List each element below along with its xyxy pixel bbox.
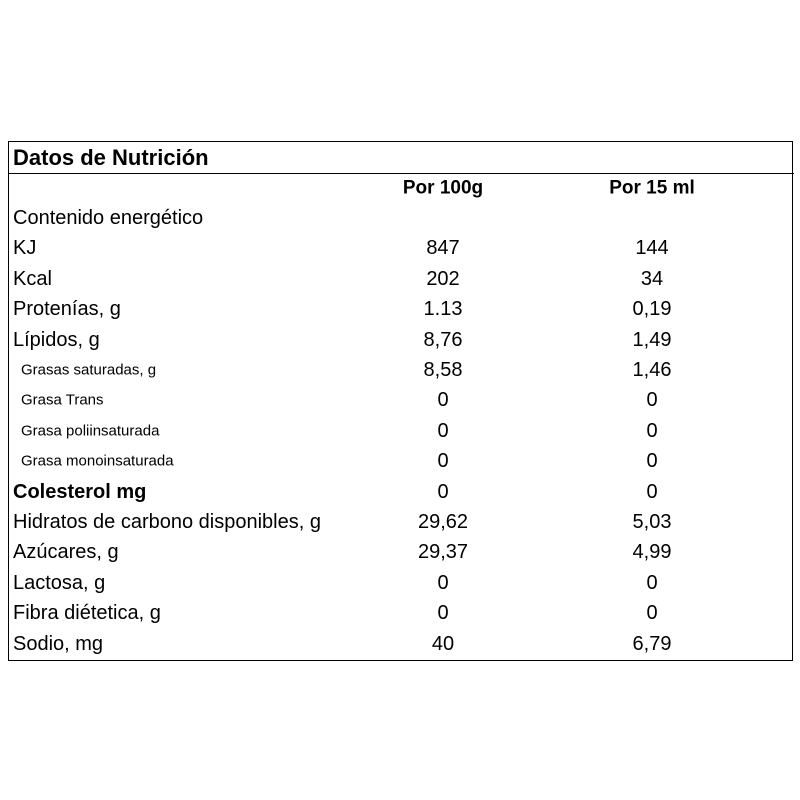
row-label: KJ <box>13 237 37 260</box>
cell-value: 1.13 <box>423 298 463 321</box>
cell-value: 847 <box>426 237 460 260</box>
row-label: Grasa Trans <box>21 391 104 409</box>
cell-value: 0 <box>646 480 658 503</box>
row-label: Lípidos, g <box>13 328 100 351</box>
cell-value: 0 <box>646 571 658 594</box>
cell-value: 0 <box>437 450 449 473</box>
cell-value: 6,79 <box>632 632 672 655</box>
row-label: Protenías, g <box>13 298 121 321</box>
cell-value: 8,58 <box>423 359 463 381</box>
row-label: Grasa poliinsaturada <box>21 422 160 440</box>
cell-value: 0 <box>646 450 658 473</box>
cell-value: 0 <box>646 419 658 442</box>
row-label: Fibra diétetica, g <box>13 602 161 625</box>
row-label: Sodio, mg <box>13 632 104 655</box>
row-label: Grasas saturadas, g <box>21 361 157 379</box>
cell-value: 1,46 <box>632 359 672 381</box>
cell-value: 8,76 <box>423 328 463 351</box>
row-label: Kcal <box>13 267 52 290</box>
row-label: Contenido energético <box>13 207 204 229</box>
table-title: Datos de Nutrición <box>13 145 209 170</box>
row-label: Lactosa, g <box>13 571 106 594</box>
table-border <box>8 141 793 661</box>
cell-value: 0 <box>437 602 449 625</box>
row-label: Azúcares, g <box>13 541 119 564</box>
column-header: Por 15 ml <box>609 177 695 199</box>
cell-value: 5,03 <box>632 511 672 533</box>
title-divider <box>8 173 794 174</box>
cell-value: 29,62 <box>417 511 469 533</box>
cell-value: 0 <box>437 571 449 594</box>
cell-value: 0 <box>437 389 449 412</box>
row-label: Colesterol mg <box>13 480 147 503</box>
row-label: Hidratos de carbono disponibles, g <box>13 511 321 533</box>
column-header: Por 100g <box>402 177 484 199</box>
cell-value: 202 <box>426 267 460 290</box>
cell-value: 0 <box>646 389 658 412</box>
cell-value: 40 <box>431 632 455 655</box>
cell-value: 0 <box>437 480 449 503</box>
cell-value: 0,19 <box>632 298 672 321</box>
cell-value: 4,99 <box>632 541 672 564</box>
cell-value: 29,37 <box>417 541 469 564</box>
cell-value: 34 <box>640 267 664 290</box>
row-label: Grasa monoinsaturada <box>21 452 174 470</box>
cell-value: 0 <box>646 602 658 625</box>
cell-value: 0 <box>437 419 449 442</box>
cell-value: 1,49 <box>632 328 672 351</box>
cell-value: 144 <box>635 237 669 260</box>
